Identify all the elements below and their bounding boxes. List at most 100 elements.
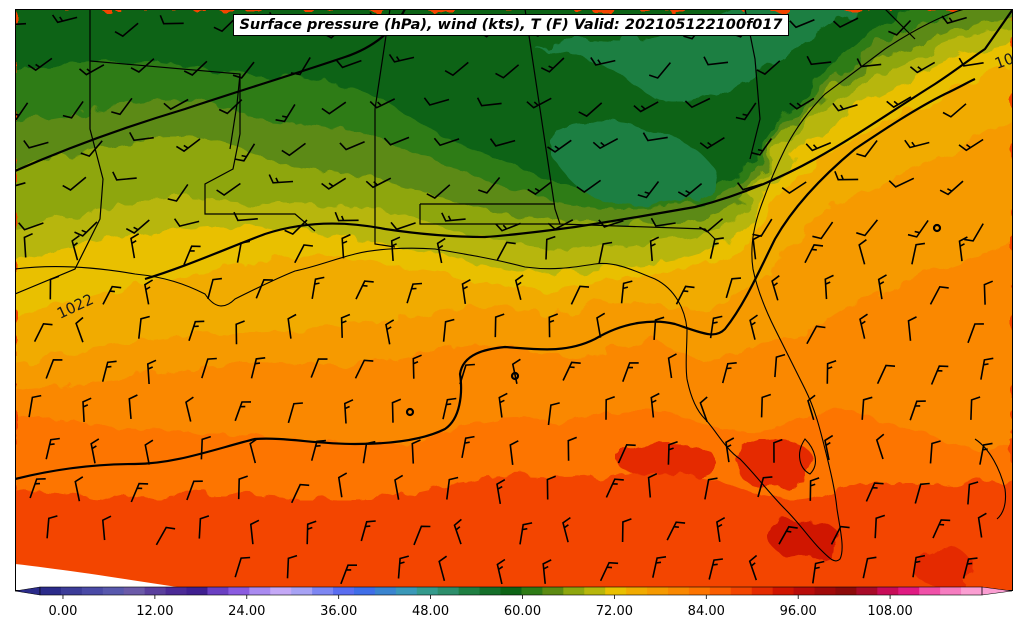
wind-barb [207, 277, 222, 300]
wind-barb [234, 401, 252, 422]
colorbar-cell [249, 587, 271, 595]
wind-barb [647, 472, 658, 498]
wind-barb [514, 274, 524, 301]
wind-barb [496, 241, 516, 261]
wind-barb [388, 53, 415, 63]
colorbar-cell [395, 587, 418, 595]
wind-barb [865, 482, 884, 502]
wind-barb [62, 176, 87, 191]
wind-barb [46, 515, 58, 539]
wind-barb [390, 236, 401, 261]
wind-barb [167, 183, 189, 202]
wind-barb [101, 360, 117, 382]
wind-barb [930, 365, 949, 385]
wind-barb [605, 478, 624, 498]
wind-barb [438, 555, 448, 582]
wind-barb [904, 139, 930, 149]
colorbar-cell [584, 587, 606, 595]
colorbar-cell [898, 587, 920, 595]
wind-barb [294, 244, 313, 264]
wind-barb [914, 482, 930, 504]
wind-barb [391, 398, 402, 423]
isobars [15, 9, 1013, 481]
wind-barb [461, 279, 471, 305]
wind-barb [929, 440, 941, 464]
wind-barb [213, 16, 237, 33]
wind-barb [287, 313, 297, 339]
wind-barb [861, 396, 873, 420]
colorbar: 0.00 12.00 24.00 36.00 48.00 60.00 72.00 84.00 9… [14, 586, 1013, 619]
wind-barb [824, 274, 834, 300]
wind-barb [51, 14, 78, 24]
wind-barb [250, 357, 266, 379]
wind-barb [284, 219, 308, 236]
wind-barb [82, 397, 92, 422]
wind-barb [771, 275, 780, 301]
wind-barb [28, 394, 42, 418]
wind-barb [175, 138, 201, 153]
wind-barb [967, 323, 984, 344]
wind-barb [757, 476, 773, 498]
wind-barb [74, 221, 98, 237]
wind-barb [365, 177, 392, 189]
colorbar-extend-low [14, 586, 41, 596]
wind-barb [306, 520, 317, 545]
wind-barb [237, 475, 248, 500]
wind-barb [489, 138, 516, 147]
wind-barb [442, 397, 457, 420]
wind-barb [605, 395, 615, 420]
wind-barb [804, 244, 824, 264]
wind-barb [354, 359, 374, 379]
wind-barb [423, 97, 450, 106]
wind-barb [599, 561, 619, 582]
colorbar-cell [123, 587, 146, 595]
wind-barb [958, 57, 984, 67]
wind-barb [311, 276, 325, 300]
wind-barb [967, 481, 979, 505]
wind-barb [749, 314, 758, 340]
wind-barb [592, 137, 619, 150]
colorbar-cell [940, 587, 962, 595]
colorbar-tick-label: 36.00 [320, 604, 357, 619]
wind-barb [907, 219, 929, 238]
wind-barb [649, 236, 660, 262]
wind-barb [699, 396, 708, 422]
wind-barb [360, 520, 376, 542]
wind-barb [495, 222, 521, 232]
wind-barb [648, 62, 672, 79]
wind-barb [653, 316, 665, 340]
wind-barb [286, 554, 298, 579]
wind-barb [102, 285, 122, 305]
wind-barb [547, 139, 572, 153]
wind-barb [856, 140, 878, 158]
nodata-wedge [15, 564, 205, 591]
wind-barb [824, 434, 834, 461]
wind-barb [112, 171, 137, 181]
wind-barb [708, 558, 723, 580]
wind-barb [144, 279, 154, 305]
wind-barb [735, 102, 757, 121]
wind-barb [709, 315, 723, 339]
wind-barb [652, 556, 667, 578]
wind-barb [620, 280, 633, 304]
colorbar-cell [563, 587, 585, 595]
wind-barb [130, 58, 155, 73]
wind-barb [617, 443, 636, 464]
wind-barb [146, 359, 157, 385]
colorbar-cell [165, 587, 188, 595]
wind-barb [979, 442, 993, 465]
colorbar-cell [772, 587, 795, 595]
colorbar-cells [14, 586, 1013, 596]
wind-barb [343, 399, 354, 424]
wind-barb [369, 98, 396, 109]
wind-barb [255, 278, 273, 299]
wind-barb [268, 174, 294, 184]
wind-barb [832, 17, 859, 29]
wind-barb [310, 358, 328, 378]
wind-barb [15, 182, 26, 187]
wind-barb [339, 141, 365, 151]
wind-barb [155, 526, 176, 546]
colorbar-cell [668, 587, 690, 595]
wind-barb [912, 554, 926, 578]
wind-barb [495, 64, 520, 79]
